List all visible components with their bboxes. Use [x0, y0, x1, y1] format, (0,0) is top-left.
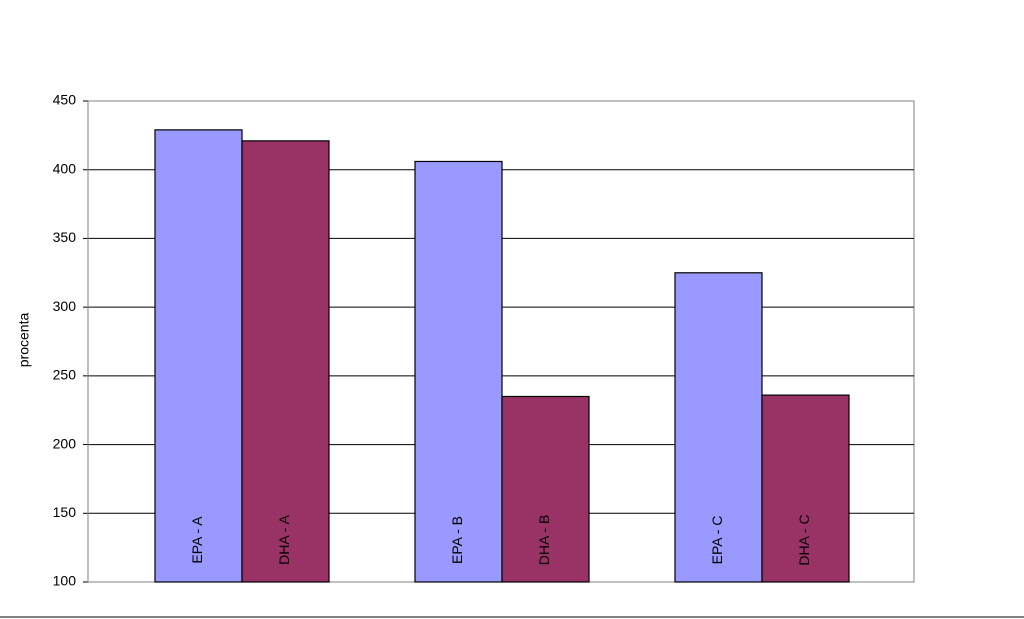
- bar: [154, 129, 243, 583]
- bar-label: DHA - A: [276, 514, 292, 564]
- bar-label: EPA - C: [709, 516, 725, 565]
- y-tick-label: 150: [53, 504, 77, 520]
- bar: [501, 395, 590, 583]
- y-tick-label: 300: [53, 298, 77, 314]
- bar: [414, 160, 503, 583]
- y-tick-label: 400: [53, 160, 77, 176]
- y-tick-label: 200: [53, 435, 77, 451]
- y-tick-label: 100: [53, 573, 77, 589]
- y-tick-label: 350: [53, 229, 77, 245]
- bar-label: DHA - B: [536, 515, 552, 566]
- bar-label: EPA - A: [189, 516, 205, 564]
- bar: [761, 394, 850, 583]
- bar-label: DHA - C: [796, 514, 812, 565]
- bar: [241, 140, 330, 583]
- y-tick-label: 250: [53, 367, 77, 383]
- bar: [674, 272, 763, 583]
- bar-label: EPA - B: [449, 516, 465, 564]
- y-tick-label: 450: [53, 92, 77, 108]
- y-axis-label: procenta: [16, 313, 32, 368]
